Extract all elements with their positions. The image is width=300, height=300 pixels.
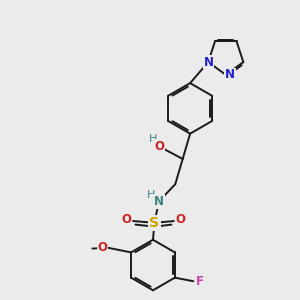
Text: S: S bbox=[149, 216, 160, 230]
Text: O: O bbox=[97, 241, 107, 254]
Text: N: N bbox=[225, 68, 235, 81]
Text: H: H bbox=[149, 134, 157, 144]
Text: O: O bbox=[155, 140, 165, 153]
Text: N: N bbox=[154, 195, 164, 208]
Text: F: F bbox=[196, 275, 204, 288]
Text: O: O bbox=[122, 213, 131, 226]
Text: H: H bbox=[146, 190, 155, 200]
Text: N: N bbox=[204, 56, 214, 69]
Text: O: O bbox=[175, 213, 185, 226]
